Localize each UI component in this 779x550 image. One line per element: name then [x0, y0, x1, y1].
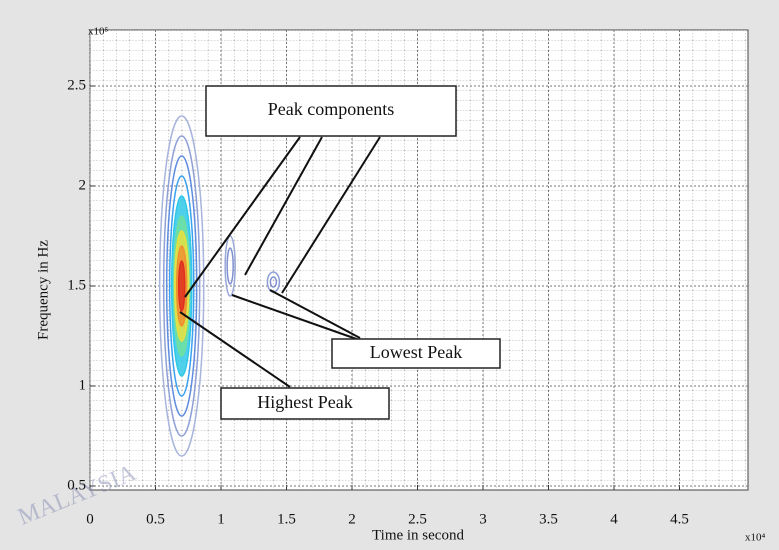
x-tick-label: 1.5 — [277, 511, 296, 527]
x-tick-label: 2.5 — [408, 511, 427, 527]
y-tick-label: 2.5 — [67, 77, 86, 93]
contour — [179, 261, 185, 311]
y-tick-label: 1 — [79, 377, 87, 393]
x-tick-label: 3.5 — [539, 511, 558, 527]
y-tick-label: 2 — [79, 177, 87, 193]
x-multiplier: x10⁴ — [745, 532, 766, 544]
x-axis-label: Time in second — [372, 527, 464, 543]
annotation: Highest Peak — [257, 392, 352, 412]
annotation: Lowest Peak — [370, 342, 462, 362]
x-tick-label: 1 — [217, 511, 225, 527]
x-tick-label: 3 — [479, 511, 487, 527]
x-tick-label: 2 — [348, 511, 356, 527]
x-tick-label: 0.5 — [146, 511, 165, 527]
x-tick-label: 0 — [86, 511, 94, 527]
x-tick-label: 4.5 — [670, 511, 689, 527]
annotation: Peak components — [268, 99, 394, 119]
x-tick-label: 4 — [610, 511, 618, 527]
y-tick-label: 0.5 — [67, 477, 86, 493]
y-multiplier: x10⁵ — [88, 26, 109, 38]
y-axis-label: Frequency in Hz — [35, 240, 51, 340]
chart: Peak components Lowest Peak Highest Peak… — [0, 0, 779, 550]
y-tick-label: 1.5 — [67, 277, 86, 293]
